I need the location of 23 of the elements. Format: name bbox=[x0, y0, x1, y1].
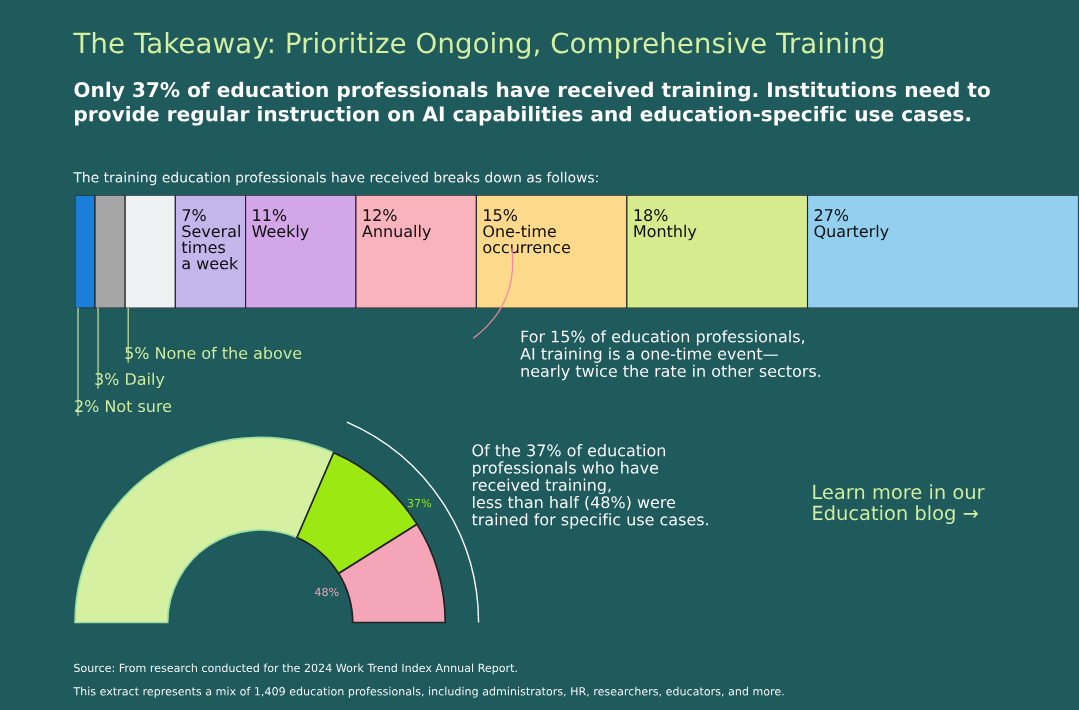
text: The training education professionals have received breaks down as follows: bbox=[73, 171, 598, 186]
series-label: Monthly bbox=[634, 224, 697, 241]
data-label: 12% bbox=[363, 209, 397, 222]
text: This extract represents a mix of 1,409 education professionals, including administrators, HR, researchers, educators, and more. bbox=[73, 686, 784, 698]
text: Of the 37% of education professionals who have received training, less than half (48%) were trained for specific use cases. bbox=[471, 444, 708, 529]
series-label: Several times a week bbox=[181, 224, 240, 270]
text: Learn more in our Education blog → bbox=[813, 484, 985, 525]
data-label: 7% bbox=[182, 209, 206, 222]
data-label: 27% bbox=[814, 209, 849, 222]
series-label: Annually bbox=[362, 224, 431, 241]
data-label: 18% bbox=[634, 209, 668, 222]
data-label: 11% bbox=[253, 209, 287, 222]
text: 48% bbox=[314, 587, 339, 597]
text: 37% bbox=[407, 498, 432, 508]
text: For 15% of education professionals, AI training is a one-time event— nearly twice the rate in other sectors. bbox=[520, 330, 821, 381]
text: 2% Not sure bbox=[75, 400, 172, 413]
source-note: Source: From research conducted for the 2024 Work Trend Index Annual Report. bbox=[74, 663, 517, 675]
series-label: Weekly bbox=[252, 224, 309, 241]
chart-subtitle: Only 37% of education professionals have received training. Institutions need to provide regular instruction on AI capabilities and education-specific use cases. bbox=[74, 81, 990, 126]
series-label: Quarterly bbox=[814, 224, 889, 241]
chart-title: The Takeaway: Prioritize Ongoing, Comprehensive Training bbox=[73, 31, 884, 59]
series-label: One-time occurrence bbox=[483, 224, 571, 254]
data-label: 15% bbox=[484, 209, 518, 222]
